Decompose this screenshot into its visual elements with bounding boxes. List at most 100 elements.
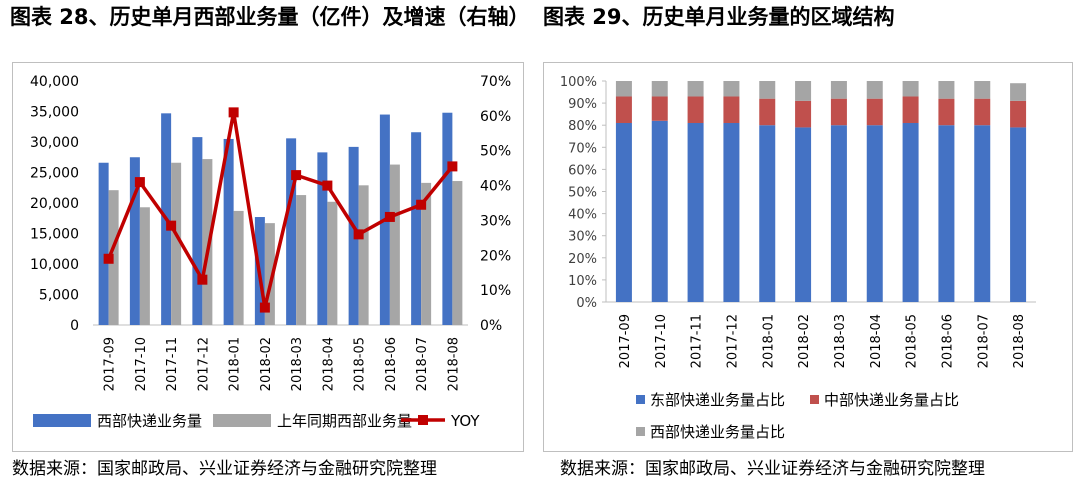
x-tick-label: 2018-04 <box>869 314 884 368</box>
x-tick-label: 2018-07 <box>976 314 991 368</box>
bar-western-volume <box>442 112 453 325</box>
x-tick-label: 2018-02 <box>259 337 274 391</box>
western-volume-chart: 0 5,000 10,000 15,000 20,000 25,000 30,000 35,0… <box>30 74 511 430</box>
yoy-point <box>353 229 364 240</box>
yoy-point <box>322 180 333 191</box>
stack-west-share <box>723 81 740 97</box>
stack-east-share <box>866 125 883 302</box>
yoy-point <box>291 170 302 181</box>
x-tick-label: 2018-08 <box>446 337 461 391</box>
y2-tick-label: 60% <box>480 109 511 125</box>
stack-central-share <box>759 98 776 126</box>
y2-tick-label: 20% <box>480 248 511 264</box>
bar-western-volume <box>411 132 422 325</box>
stack-west-share <box>759 81 776 99</box>
stack-east-share <box>651 120 668 302</box>
bar-western-volume <box>192 137 203 325</box>
x-tick-label: 2018-05 <box>905 314 920 368</box>
bar-last-year-volume <box>358 185 369 325</box>
stack-east-share <box>723 122 740 302</box>
legend-label: 西部快递业务量 <box>97 412 202 430</box>
stack-west-share <box>938 81 955 99</box>
x-tick-label: 2017-10 <box>654 314 669 368</box>
y-tick-label: 70% <box>568 141 597 156</box>
x-tick-label: 2018-01 <box>761 314 776 368</box>
bar-western-volume <box>98 162 109 325</box>
legend-swatch-central <box>810 395 819 404</box>
y2-tick-label: 0% <box>480 318 502 334</box>
x-tick-label: 2018-03 <box>833 314 848 368</box>
stack-west-share <box>795 81 812 101</box>
bar-western-volume <box>286 138 297 325</box>
stack-west-share <box>687 81 704 97</box>
y2-tick-label: 30% <box>480 213 511 229</box>
legend-swatch-east <box>636 395 645 404</box>
stack-west-share <box>651 81 668 97</box>
yoy-point <box>228 107 239 118</box>
stack-east-share <box>759 125 776 302</box>
stack-east-share <box>1010 127 1027 302</box>
yoy-point <box>134 177 145 188</box>
yoy-point <box>259 302 270 313</box>
stack-west-share <box>830 81 847 99</box>
x-tick-label: 2017-12 <box>196 337 211 391</box>
stack-central-share <box>974 98 991 126</box>
bar-last-year-volume <box>264 223 275 325</box>
bar-last-year-volume <box>202 159 213 325</box>
x-tick-label: 2017-11 <box>690 314 705 368</box>
y-tick-label: 10,000 <box>30 257 79 273</box>
y-tick-label: 80% <box>568 119 597 134</box>
legend-swatch-western <box>33 414 91 427</box>
x-tick-label: 2018-05 <box>353 337 368 391</box>
yoy-point <box>197 274 208 285</box>
x-tick-label: 2018-07 <box>415 337 430 391</box>
stack-west-share <box>974 81 991 99</box>
x-tick-label: 2017-10 <box>134 337 149 391</box>
x-tick-label: 2017-09 <box>103 337 118 391</box>
right-chart-frame: 0% 10% 20% 30% 40% 50% 60% 70% 80% 90% 100% 2017-09… <box>543 62 1073 452</box>
bar-western-volume <box>223 138 234 325</box>
stack-east-share <box>687 122 704 302</box>
bar-last-year-volume <box>421 182 432 325</box>
legend-label: YOY <box>450 412 480 430</box>
x-tick-label: 2018-06 <box>940 314 955 368</box>
stack-central-share <box>1010 100 1027 128</box>
y2-tick-label: 10% <box>480 283 511 299</box>
y-tick-label: 90% <box>568 97 597 112</box>
y-tick-label: 100% <box>560 75 597 90</box>
bar-western-volume <box>129 157 140 325</box>
y2-tick-label: 50% <box>480 144 511 160</box>
stack-central-share <box>795 100 812 128</box>
bar-last-year-volume <box>389 164 400 325</box>
right-source-note: 数据来源：国家邮政局、兴业证券经济与金融研究院整理 <box>560 459 985 479</box>
stack-central-share <box>615 96 632 123</box>
stack-east-share <box>938 125 955 302</box>
stack-central-share <box>723 96 740 123</box>
y-tick-label: 30% <box>568 230 597 245</box>
x-tick-label: 2018-01 <box>228 337 243 391</box>
legend-swatch-last-year <box>213 414 271 427</box>
legend-label: 中部快递业务量占比 <box>824 391 959 409</box>
stack-east-share <box>795 127 812 302</box>
y-tick-label: 5,000 <box>39 288 79 304</box>
y-tick-label: 10% <box>568 274 597 289</box>
y-tick-label: 0 <box>70 318 79 334</box>
stack-east-share <box>902 122 919 302</box>
stack-central-share <box>687 96 704 123</box>
x-tick-label: 2017-12 <box>725 314 740 368</box>
left-chart-frame: 0 5,000 10,000 15,000 20,000 25,000 30,000 35,0… <box>12 62 524 452</box>
regional-structure-chart: 0% 10% 20% 30% 40% 50% 60% 70% 80% 90% 100% 2017-09… <box>560 75 1036 441</box>
left-source-note: 数据来源：国家邮政局、兴业证券经济与金融研究院整理 <box>12 459 437 479</box>
y-tick-label: 40% <box>568 208 597 223</box>
y-tick-label: 60% <box>568 163 597 178</box>
x-tick-label: 2017-11 <box>165 337 180 391</box>
yoy-point <box>416 199 427 210</box>
x-tick-label: 2017-09 <box>618 314 633 368</box>
y-tick-label: 20% <box>568 252 597 267</box>
y-tick-label: 40,000 <box>30 74 79 90</box>
bar-last-year-volume <box>296 195 307 325</box>
stack-central-share <box>938 98 955 126</box>
legend-marker-yoy <box>418 415 428 425</box>
y-tick-label: 15,000 <box>30 227 79 243</box>
stack-central-share <box>651 96 668 121</box>
